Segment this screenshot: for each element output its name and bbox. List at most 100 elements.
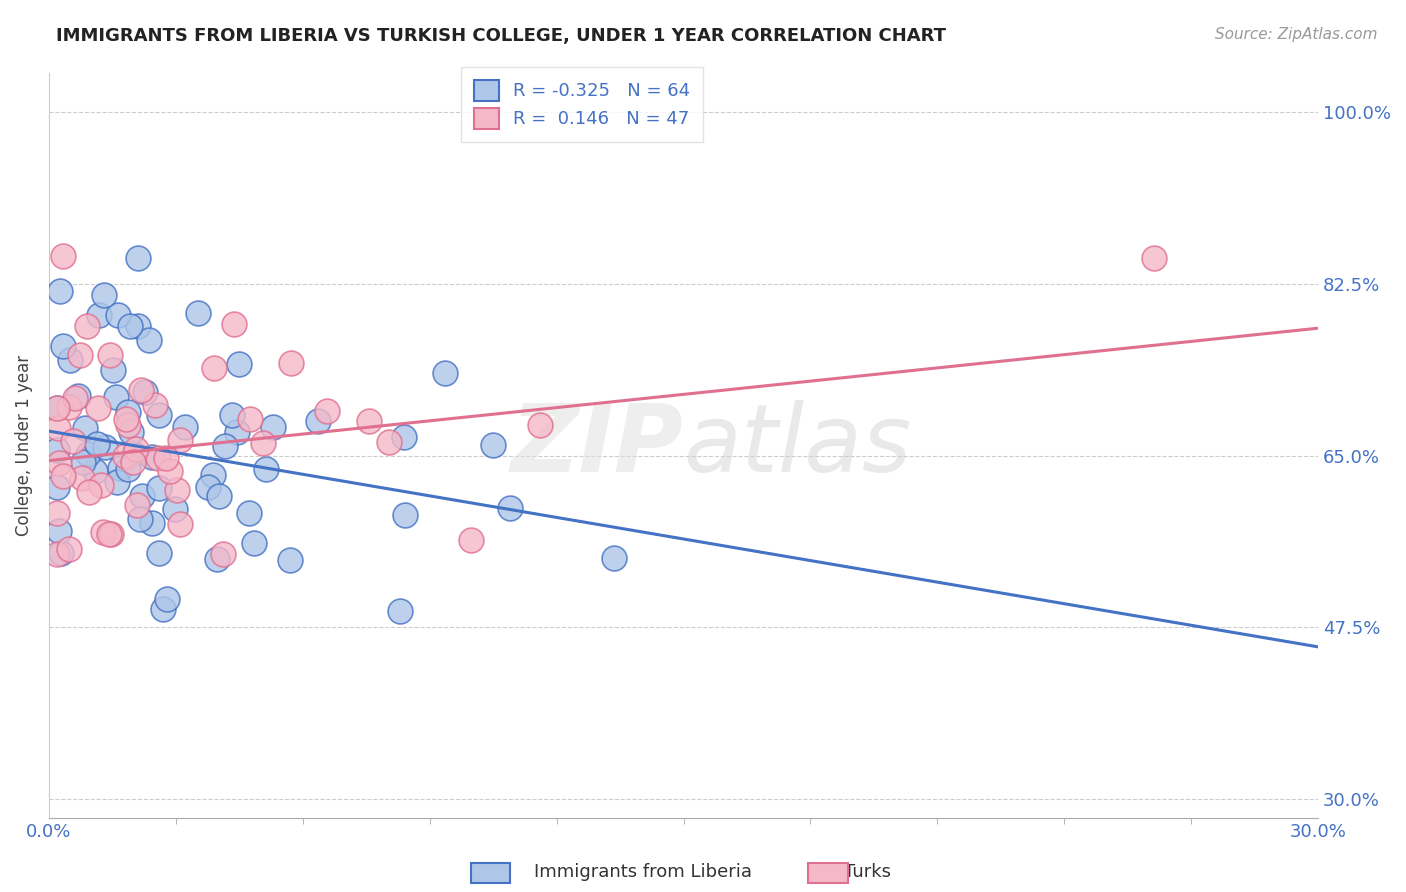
Point: [148, 408, 170, 422]
Point: [138, 333, 160, 347]
Point: [77, 485, 100, 500]
Point: [125, 442, 148, 457]
Point: [212, 547, 235, 561]
Point: [207, 552, 229, 566]
Point: [129, 383, 152, 397]
Point: [221, 408, 243, 422]
Point: [155, 450, 177, 465]
Point: [252, 435, 274, 450]
Point: [103, 362, 125, 376]
Point: [482, 438, 505, 452]
Point: [46, 443, 69, 458]
Point: [73, 421, 96, 435]
Point: [105, 390, 128, 404]
Point: [107, 475, 129, 489]
Point: [148, 546, 170, 560]
Point: [114, 449, 136, 463]
Point: [49, 546, 72, 560]
Point: [46, 480, 69, 494]
Point: [108, 461, 131, 475]
Point: [434, 366, 457, 380]
Point: [58, 400, 80, 414]
Point: [163, 501, 186, 516]
Point: [357, 414, 380, 428]
Point: [388, 604, 411, 618]
Point: [52, 249, 75, 263]
Point: [46, 506, 69, 520]
Point: [117, 461, 139, 475]
Text: Turks: Turks: [844, 863, 890, 881]
Point: [52, 468, 75, 483]
Point: [226, 425, 249, 439]
Point: [262, 420, 284, 434]
Point: [280, 356, 302, 370]
Point: [499, 500, 522, 515]
Point: [159, 464, 181, 478]
Point: [141, 450, 163, 464]
Point: [152, 602, 174, 616]
Point: [202, 361, 225, 376]
Point: [148, 481, 170, 495]
Point: [141, 516, 163, 530]
Point: [107, 309, 129, 323]
Point: [169, 516, 191, 531]
Y-axis label: College, Under 1 year: College, Under 1 year: [15, 355, 32, 536]
Text: Immigrants from Liberia: Immigrants from Liberia: [534, 863, 752, 881]
Point: [90, 478, 112, 492]
Point: [93, 524, 115, 539]
Point: [84, 464, 107, 478]
Point: [117, 405, 139, 419]
Point: [94, 440, 117, 454]
Point: [243, 536, 266, 550]
Point: [127, 251, 149, 265]
Point: [460, 533, 482, 547]
Point: [46, 401, 69, 415]
Point: [394, 508, 416, 523]
Point: [58, 542, 80, 557]
Point: [307, 413, 329, 427]
Point: [392, 430, 415, 444]
Point: [117, 417, 139, 432]
Point: [146, 451, 169, 466]
Point: [131, 489, 153, 503]
Point: [59, 353, 82, 368]
Point: [143, 398, 166, 412]
Text: atlas: atlas: [683, 401, 912, 491]
Point: [48, 524, 70, 539]
Point: [278, 552, 301, 566]
Point: [48, 421, 70, 435]
Point: [100, 527, 122, 541]
Point: [69, 348, 91, 362]
Point: [239, 411, 262, 425]
Point: [224, 318, 246, 332]
Point: [124, 446, 146, 460]
Point: [187, 306, 209, 320]
Point: [46, 547, 69, 561]
Point: [238, 506, 260, 520]
Point: [134, 384, 156, 399]
Point: [100, 348, 122, 362]
Point: [208, 489, 231, 503]
Point: [86, 437, 108, 451]
Point: [49, 285, 72, 299]
Point: [214, 439, 236, 453]
Point: [169, 433, 191, 447]
Point: [93, 287, 115, 301]
Point: [129, 511, 152, 525]
Text: Source: ZipAtlas.com: Source: ZipAtlas.com: [1215, 27, 1378, 42]
Point: [72, 455, 94, 469]
Point: [98, 527, 121, 541]
Text: ZIP: ZIP: [510, 400, 683, 491]
Point: [76, 447, 98, 461]
Point: [228, 357, 250, 371]
Point: [121, 455, 143, 469]
Point: [1143, 252, 1166, 266]
Point: [67, 389, 90, 403]
Point: [86, 401, 108, 415]
Point: [63, 392, 86, 406]
Text: IMMIGRANTS FROM LIBERIA VS TURKISH COLLEGE, UNDER 1 YEAR CORRELATION CHART: IMMIGRANTS FROM LIBERIA VS TURKISH COLLE…: [56, 27, 946, 45]
Point: [166, 483, 188, 498]
Point: [62, 434, 84, 448]
Point: [127, 498, 149, 512]
Point: [197, 480, 219, 494]
